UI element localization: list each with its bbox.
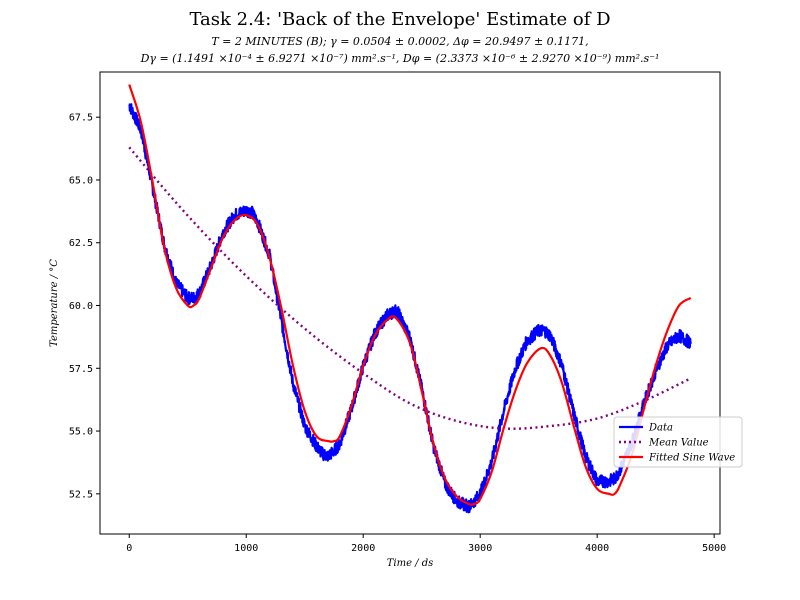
- chart-subtitle-line-1: T = 2 MINUTES (B); γ = 0.0504 ± 0.0002, …: [211, 35, 589, 48]
- legend-label: Data: [648, 423, 673, 434]
- axis-ticks: 0 1000 2000 3000 4000 5000 52.5 55.0 57.5 60.0 62.…: [69, 113, 726, 554]
- y-tick-label: 60.0: [69, 301, 93, 312]
- y-tick-label: 55.0: [69, 427, 93, 438]
- chart-subtitle-line-2: Dγ = (1.1491 ×10⁻⁴ ± 6.9271 ×10⁻⁷) mm².s…: [140, 52, 660, 65]
- x-tick-label: 5000: [702, 543, 726, 554]
- y-tick-label: 65.0: [69, 175, 93, 186]
- x-tick-label: 2000: [351, 543, 375, 554]
- legend-label: Fitted Sine Wave: [648, 453, 735, 464]
- y-tick-label: 52.5: [69, 489, 93, 500]
- chart-title: Task 2.4: 'Back of the Envelope' Estimat…: [189, 9, 611, 30]
- legend-box: [613, 416, 743, 468]
- y-tick-label: 57.5: [69, 364, 93, 375]
- legend: Data Mean Value Fitted Sine Wave: [613, 416, 743, 468]
- y-tick-label: 67.5: [69, 113, 93, 124]
- series-layer: [128, 84, 692, 514]
- y-tick-label: 62.5: [69, 238, 93, 249]
- x-axis-label: Time / ds: [387, 558, 434, 569]
- series-line-mean-value: [128, 146, 692, 430]
- legend-label: Mean Value: [648, 438, 709, 449]
- x-tick-label: 3000: [468, 543, 492, 554]
- series-line-fitted-sine-wave: [128, 84, 692, 506]
- series-line-data: [128, 103, 692, 514]
- y-axis-label: Temperature / °C: [49, 259, 60, 347]
- x-tick-label: 0: [126, 543, 132, 554]
- x-tick-label: 1000: [234, 543, 258, 554]
- x-tick-label: 4000: [585, 543, 609, 554]
